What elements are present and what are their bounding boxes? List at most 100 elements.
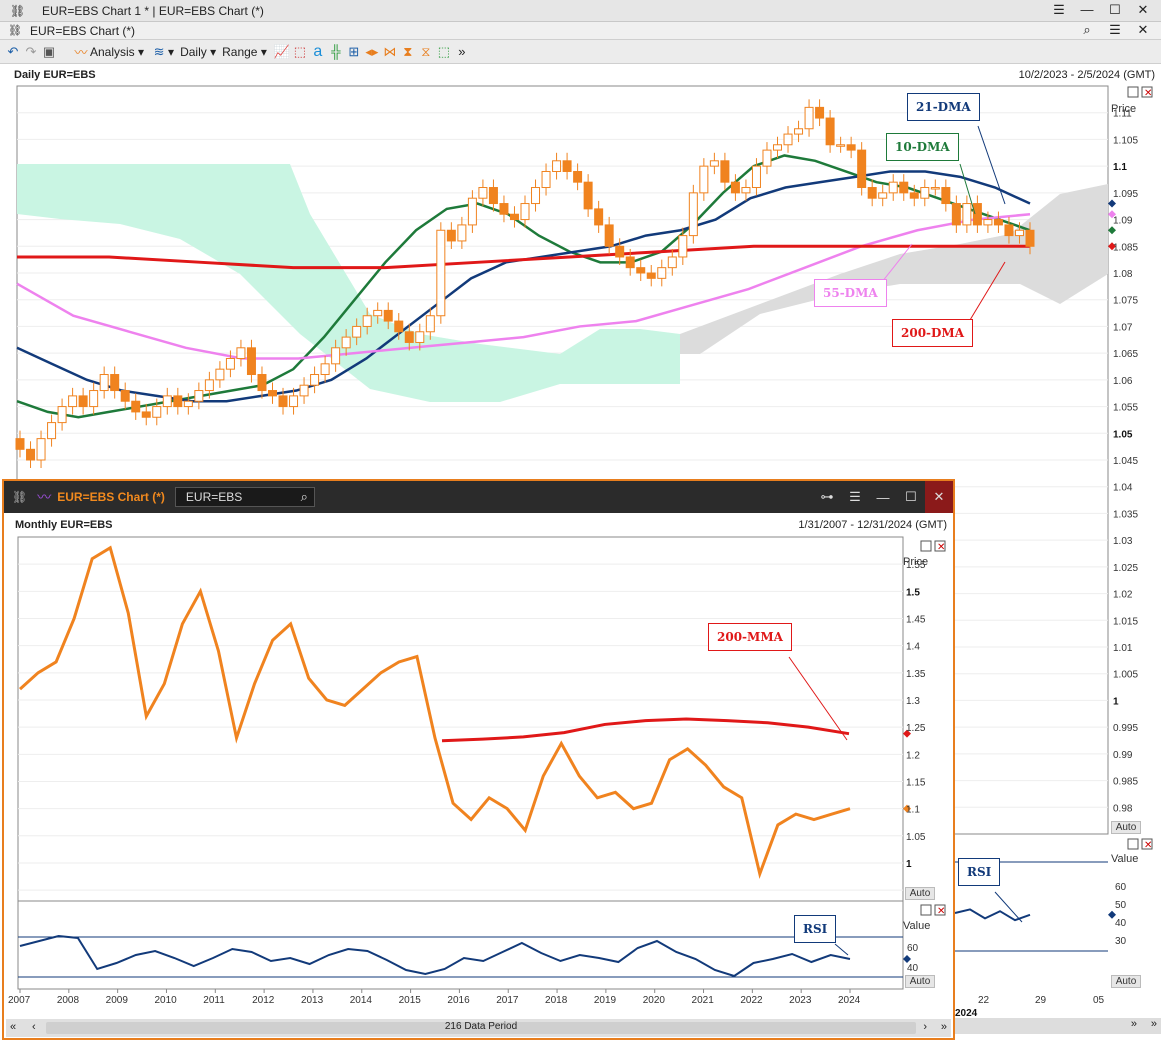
mma200-label: 200-MMA <box>708 623 792 651</box>
candle-body <box>920 187 930 199</box>
redo-icon[interactable]: ↷ <box>25 43 37 59</box>
y-tick-label: 1.105 <box>1113 135 1138 146</box>
candle-body <box>299 384 309 397</box>
y-tick-label: 1.5 <box>906 587 920 598</box>
outer-rsi-auto-button[interactable]: Auto <box>1111 975 1141 988</box>
monthly-scrollbar[interactable]: « ‹ 216 Data Period › » <box>6 1019 951 1037</box>
y-tick-label: 1.3 <box>906 696 920 707</box>
candle-body <box>1025 229 1035 247</box>
candle-body <box>415 331 425 343</box>
text-icon[interactable]: a <box>313 42 323 60</box>
more-icon[interactable]: » <box>458 44 466 59</box>
candle-body <box>257 374 267 392</box>
outer-auto-button[interactable]: Auto <box>1111 821 1141 834</box>
fit-icon[interactable]: ⋈ <box>383 43 397 59</box>
pan-icon[interactable]: ◂▸ <box>365 43 379 59</box>
link-icon[interactable]: ⛓ <box>12 490 28 504</box>
y-tick-label: 1.095 <box>1113 189 1138 200</box>
maximize-button[interactable]: ☐ <box>905 489 917 504</box>
outer-tab-title[interactable]: EUR=EBS Chart (*) <box>30 23 136 38</box>
monthly-pane-controls[interactable]: ✕ <box>920 540 946 553</box>
candle-body <box>457 224 467 242</box>
menu-icon[interactable]: ☰ <box>849 489 861 504</box>
candle-body <box>1004 224 1014 237</box>
candle-body <box>268 390 277 397</box>
200-dma-line <box>17 244 1030 270</box>
analysis-button[interactable]: 〰 Analysis ▾ <box>72 44 144 61</box>
rsi-y-tick: 60 <box>907 943 919 954</box>
scroll-thumb[interactable]: 216 Data Period <box>46 1021 916 1034</box>
pane-controls[interactable]: ✕ <box>1127 86 1153 99</box>
scroll-left-icon[interactable]: ‹ <box>32 1021 36 1033</box>
scroll-end-icon[interactable]: » <box>940 1021 947 1033</box>
scroll-right-icon[interactable]: › <box>923 1021 927 1033</box>
monthly-rsi-polyline <box>19 934 851 978</box>
candle-body <box>983 219 993 226</box>
candle-body <box>57 406 67 424</box>
candle-body <box>783 133 793 146</box>
monthly-auto-button[interactable]: Auto <box>905 887 935 900</box>
outer-scrollbar[interactable]: » » <box>955 1018 1161 1034</box>
candle-body <box>404 331 414 343</box>
range-dropdown[interactable]: Range ▾ <box>222 44 267 59</box>
monthly-price-label: Price <box>903 556 928 568</box>
undo-icon[interactable]: ↶ <box>7 43 19 59</box>
crosshair-icon[interactable]: ╬ <box>331 44 341 59</box>
rsi-y-tick: 40 <box>907 963 919 974</box>
y-tick-label: 1.02 <box>1113 590 1133 601</box>
dma21-label: 21-DMA <box>907 93 980 121</box>
scroll-end-icon[interactable]: » <box>1150 1018 1157 1030</box>
candle-body <box>225 357 235 370</box>
monthly-rsi-pane-controls[interactable]: ✕ <box>920 904 946 917</box>
link-icon[interactable]: ⛓ <box>10 4 26 18</box>
minimize-button[interactable]: — <box>876 489 890 505</box>
compare-chart-icon[interactable]: ⬚ <box>293 43 306 59</box>
expand-icon[interactable]: ⧗ <box>403 43 413 59</box>
search-icon[interactable]: ⌕ <box>1083 22 1091 37</box>
zoom-box-icon[interactable]: ⊞ <box>348 43 360 59</box>
menu-icon[interactable]: ☰ <box>1053 2 1065 17</box>
scroll-start-icon[interactable]: « <box>10 1021 17 1033</box>
search-icon[interactable]: ⌕ <box>300 489 308 504</box>
outer-toolbar: ↶ ↷ ▣ 〰 Analysis ▾ ≋ ▾ Daily ▾ Range ▾ 📈 ⬚… <box>0 40 1161 64</box>
close-button[interactable]: ✕ <box>925 481 953 513</box>
candle-body <box>804 106 814 130</box>
monthly-rsi-auto-button[interactable]: Auto <box>905 975 935 988</box>
tree-icon[interactable]: ⊶ <box>820 489 834 504</box>
10-dma-marker <box>1108 226 1116 235</box>
minimize-button[interactable]: — <box>1080 2 1094 17</box>
close-tab-button[interactable]: ✕ <box>1137 22 1149 37</box>
x-tick-label: 2007 <box>8 995 31 1006</box>
cloud-green <box>17 164 680 402</box>
x-tick-label: 2008 <box>57 995 80 1006</box>
outer-rsi-marker <box>1108 910 1116 919</box>
y-tick-label: 1.4 <box>906 642 920 653</box>
line-chart-icon[interactable]: 📈 <box>273 43 290 59</box>
camera-icon[interactable]: ▣ <box>42 43 56 59</box>
collapse-icon[interactable]: ⧖ <box>421 43 431 59</box>
inner-window[interactable]: ⛓ 〰 EUR=EBS Chart (*) EUR=EBS ⌕ ⊶ ☰ — ☐ … <box>2 479 955 1040</box>
candle-body <box>762 149 772 167</box>
outer-rsi-value-label: Value <box>1111 853 1138 865</box>
candle-body <box>320 363 330 376</box>
monthly-x-axis: 2007 2008 2009 2010 2011 2012 2013 2014 2015 2016… <box>8 989 861 1006</box>
scroll-right-icon[interactable]: » <box>1130 1018 1137 1030</box>
interval-dropdown[interactable]: Daily ▾ <box>180 44 217 59</box>
y-tick-label: 1.085 <box>1113 242 1138 253</box>
close-button[interactable]: ✕ <box>1137 2 1149 17</box>
y-tick-label: 1.065 <box>1113 349 1138 360</box>
maximize-button[interactable]: ☐ <box>1109 2 1121 17</box>
candle-body <box>394 320 404 333</box>
link-icon[interactable]: ⛓ <box>8 25 22 37</box>
candle-body <box>204 379 214 392</box>
monthly-chart[interactable]: 1.55 1.5 1.45 1.4 1.35 1.3 1.25 1.2 1.15 1.1 1.05 1… <box>4 535 953 1040</box>
search-input[interactable]: EUR=EBS ⌕ <box>174 487 315 507</box>
candle-body <box>857 149 867 189</box>
select-icon[interactable]: ⬚ <box>437 43 450 59</box>
y-tick-label: 0.985 <box>1113 777 1138 788</box>
chart-style-button[interactable]: ≋ ▾ <box>150 44 174 60</box>
outer-rsi-pane-controls[interactable]: ✕ <box>1127 838 1153 851</box>
menu-icon[interactable]: ☰ <box>1109 22 1121 37</box>
candle-body <box>120 390 130 402</box>
chart-style-icon: ≋ <box>153 43 165 59</box>
